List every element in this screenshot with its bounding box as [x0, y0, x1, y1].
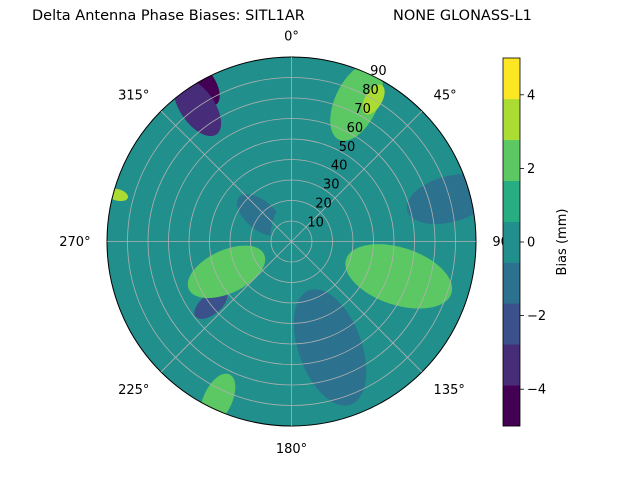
colorbar-band-8 — [503, 58, 520, 100]
colorbar-tick-label: 4 — [527, 88, 535, 103]
polar-grid — [106, 56, 477, 427]
chart-title: Delta Antenna Phase Biases: SITL1AR — [32, 8, 305, 24]
colorbar-band-2 — [503, 303, 520, 345]
angle-tick-label: 225° — [118, 383, 149, 398]
colorbar-tick-label: −2 — [527, 309, 546, 324]
chart-subtitle-signal: NONE GLONASS-L1 — [393, 8, 532, 24]
angle-tick-label: 315° — [118, 88, 149, 103]
contour-region-5 — [293, 289, 367, 406]
radial-tick-label: 60 — [347, 121, 364, 136]
radial-tick-labels: 10 20 30 40 50 60 70 80 90 — [307, 64, 386, 231]
radial-tick-label: 80 — [362, 83, 379, 98]
angle-tick-label: 135° — [434, 383, 465, 398]
angle-tick-label: 270° — [59, 235, 90, 250]
colorbar-band-5 — [503, 180, 520, 222]
radial-tick-label: 40 — [331, 159, 348, 174]
angular-gridline-225 — [160, 241, 292, 373]
colorbar-tick-label: 0 — [527, 236, 535, 251]
colorbar-band-4 — [503, 221, 520, 263]
angle-tick-label: 180° — [276, 442, 307, 457]
colorbar-tick-label: −4 — [527, 383, 546, 398]
colorbar-band-6 — [503, 139, 520, 181]
radial-tick-label: 70 — [354, 102, 371, 117]
colorbar-tick-label: 2 — [527, 162, 535, 177]
radial-tick-label: 20 — [315, 197, 332, 212]
colorbar-band-0 — [503, 385, 520, 427]
radial-tick-label: 50 — [339, 140, 356, 155]
colorbar: −4 −2 0 2 4 Bias (mm) — [502, 57, 570, 427]
contour-region-9 — [187, 245, 266, 299]
angle-tick-label: 0° — [284, 30, 299, 45]
angle-tick-label: 45° — [434, 88, 457, 103]
angular-gridline-45 — [291, 110, 423, 242]
angular-gridline-135 — [291, 241, 423, 373]
radial-tick-label: 90 — [370, 64, 387, 79]
angular-gridline-315 — [160, 110, 292, 242]
colorbar-band-3 — [503, 262, 520, 304]
colorbar-band-1 — [503, 344, 520, 386]
angular-tick-labels: 0°45°90°135°180°225°270°315° — [59, 30, 515, 457]
colorbar-band-7 — [503, 98, 520, 141]
colorbar-label: Bias (mm) — [555, 209, 570, 276]
radial-tick-label: 30 — [323, 178, 340, 193]
radial-tick-label: 10 — [307, 216, 324, 231]
